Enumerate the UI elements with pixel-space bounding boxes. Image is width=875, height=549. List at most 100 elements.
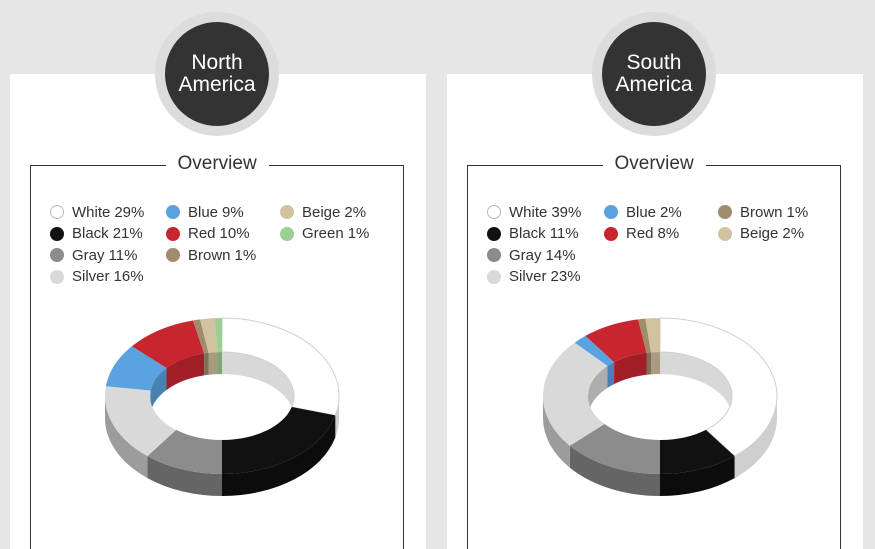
legend-label: Beige	[740, 225, 779, 242]
slice-white	[659, 317, 778, 457]
slice-inner-blue	[150, 367, 167, 413]
legend-item-blue: Blue 9%	[166, 203, 244, 221]
legend-swatch-brown	[718, 205, 732, 219]
north-america-overview-title: Overview	[165, 152, 269, 176]
legend-label: Black	[509, 225, 546, 242]
legend-value: 2%	[660, 203, 682, 221]
legend-item-brown: Brown 1%	[718, 203, 808, 221]
legend-item-red: Red 8%	[604, 225, 679, 243]
legend-value: 21%	[112, 225, 143, 242]
legend-swatch-silver	[487, 269, 501, 284]
legend-value: 23%	[550, 268, 581, 285]
legend-label: White	[72, 203, 111, 221]
badge-title-line: America	[615, 73, 693, 96]
legend-value: 8%	[657, 225, 680, 242]
legend-swatch-blue	[166, 205, 180, 219]
south-america-overview-title: Overview	[602, 152, 706, 176]
slice-beige	[200, 318, 218, 353]
legend-label: Red	[188, 225, 216, 242]
slice-inner-green	[217, 352, 222, 375]
slice-inner-white	[222, 352, 294, 418]
legend-swatch-red	[604, 226, 618, 241]
slice-inner-beige	[650, 352, 660, 375]
legend-swatch-gray	[50, 248, 64, 262]
south-america-title: South America	[615, 52, 692, 96]
legend-value: 9%	[222, 203, 244, 221]
slice-side-silver	[543, 396, 570, 468]
legend-label: Brown	[188, 246, 231, 264]
north-america-badge: North America	[165, 22, 269, 126]
legend-value: 11%	[549, 225, 579, 242]
legend-swatch-blue	[604, 205, 618, 219]
slice-side-black	[660, 456, 735, 496]
slice-silver	[104, 386, 177, 457]
legend-item-green: Green 1%	[280, 225, 369, 243]
legend-value: 1%	[786, 203, 809, 221]
legend-swatch-green	[280, 226, 294, 241]
badge-title-line: America	[178, 73, 256, 96]
legend-label: Blue	[626, 203, 657, 221]
legend-item-black: Black 21%	[50, 225, 143, 243]
slice-inner-brown	[204, 352, 209, 376]
legend-value: 2%	[782, 225, 805, 242]
legend-item-silver: Silver 23%	[487, 268, 581, 286]
legend-label: Beige	[302, 203, 341, 221]
legend-label: Silver	[72, 268, 110, 285]
slice-side-silver	[105, 396, 148, 479]
legend-value: 29%	[114, 203, 145, 221]
legend-label: White	[509, 203, 548, 221]
legend-label: Blue	[188, 203, 219, 221]
slice-inner-silver	[588, 365, 608, 418]
slice-black	[660, 429, 735, 474]
slice-white	[221, 317, 340, 416]
legend-swatch-red	[166, 226, 180, 241]
slice-inner-white	[660, 352, 732, 418]
legend-item-black: Black 11%	[487, 225, 579, 243]
legend-item-gray: Gray 11%	[50, 246, 137, 264]
legend-label: Gray	[509, 246, 542, 264]
legend-swatch-black	[487, 226, 501, 241]
legend-item-blue: Blue 2%	[604, 203, 682, 221]
legend-value: 10%	[219, 225, 250, 242]
slice-blue	[574, 335, 615, 366]
legend-item-brown: Brown 1%	[166, 246, 256, 264]
slice-gray	[569, 424, 660, 474]
legend-swatch-beige	[718, 226, 732, 241]
slice-side-gray	[569, 445, 660, 496]
legend-label: Red	[626, 225, 654, 242]
legend-label: Gray	[72, 246, 105, 264]
slice-red	[585, 319, 647, 363]
legend-label: Brown	[740, 203, 783, 221]
legend-value: 14%	[545, 246, 576, 264]
legend-label: Black	[72, 225, 109, 242]
slice-black	[222, 406, 336, 474]
slice-inner-red	[166, 353, 205, 390]
legend-label: Green	[302, 225, 344, 242]
legend-item-beige: Beige 2%	[718, 225, 804, 243]
legend-item-red: Red 10%	[166, 225, 250, 243]
legend-value: 11%	[108, 246, 138, 264]
slice-red	[131, 320, 205, 368]
legend-item-beige: Beige 2%	[280, 203, 366, 221]
slice-gray	[147, 429, 222, 474]
legend-label: Silver	[509, 268, 547, 285]
south-america-badge: South America	[602, 22, 706, 126]
legend-swatch-silver	[50, 269, 64, 284]
slice-green	[214, 318, 222, 353]
legend-value: 16%	[113, 268, 144, 285]
badge-title-line: South	[626, 51, 682, 74]
legend-item-white: White 39%	[487, 203, 581, 221]
slice-inner-beige	[208, 352, 218, 375]
legend-swatch-white	[487, 205, 501, 219]
legend-swatch-gray	[487, 248, 501, 262]
slice-inner-blue	[607, 362, 615, 388]
slice-blue	[105, 346, 167, 391]
legend-swatch-brown	[166, 248, 180, 262]
legend-swatch-black	[50, 226, 64, 241]
slice-beige	[645, 318, 660, 353]
slice-brown	[638, 318, 651, 353]
legend-swatch-white	[50, 205, 64, 219]
slice-brown	[192, 319, 209, 354]
slice-side-black	[222, 415, 336, 496]
